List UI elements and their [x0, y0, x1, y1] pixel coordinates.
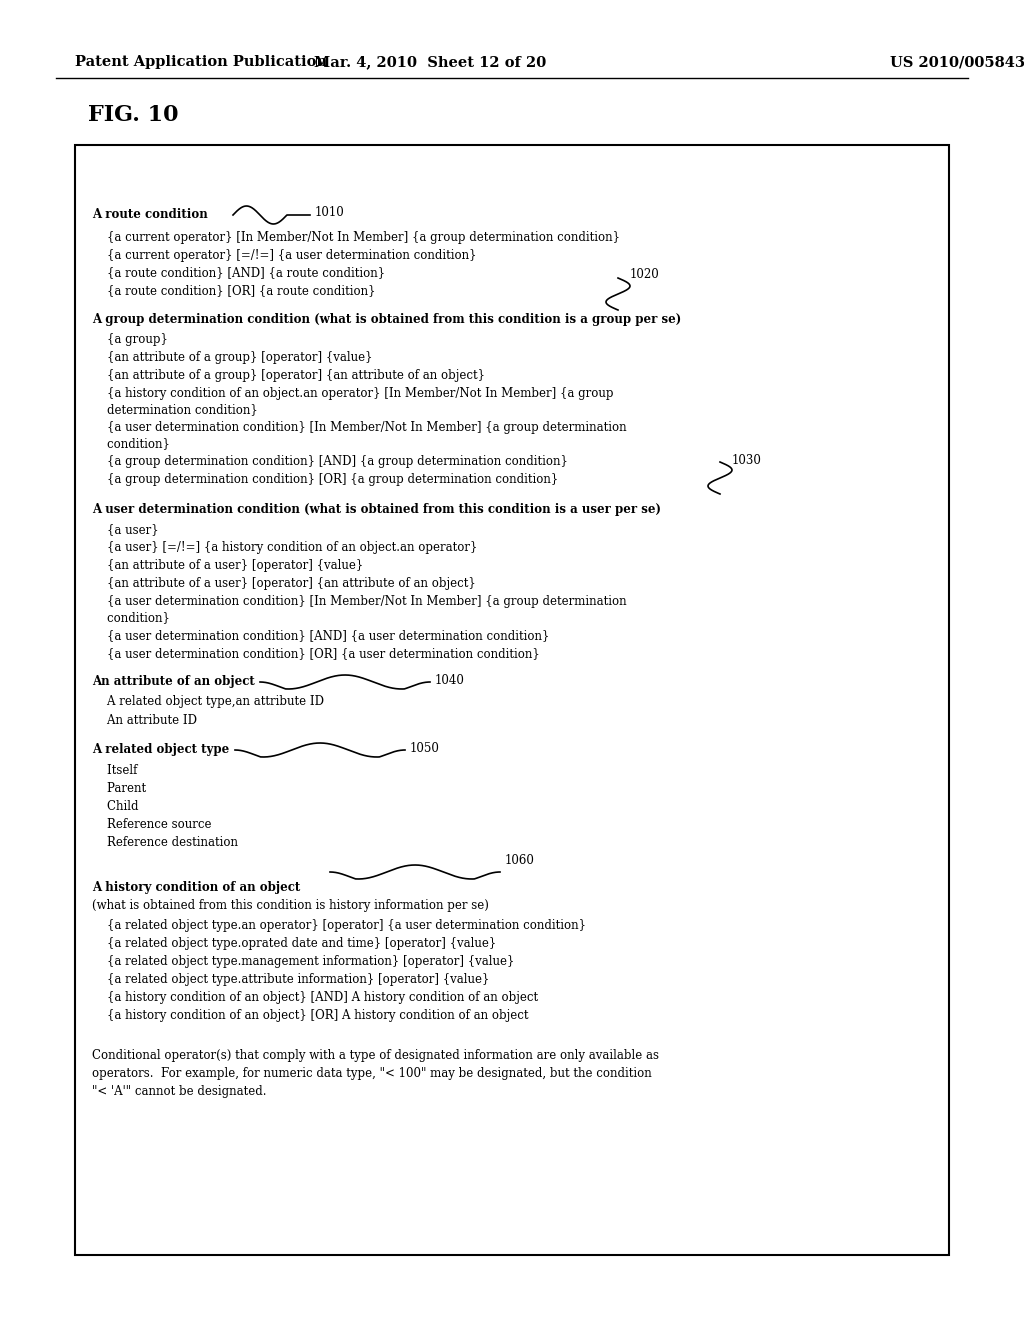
Text: 1040: 1040 [435, 673, 465, 686]
Text: Itself: Itself [92, 763, 137, 776]
Text: {a group}: {a group} [92, 334, 168, 346]
Text: "< 'A'" cannot be designated.: "< 'A'" cannot be designated. [92, 1085, 266, 1097]
Text: {a user determination condition} [In Member/Not In Member] {a group determinatio: {a user determination condition} [In Mem… [92, 595, 627, 609]
Text: (what is obtained from this condition is history information per se): (what is obtained from this condition is… [92, 899, 488, 912]
Text: condition}: condition} [92, 611, 170, 624]
Text: A user determination condition (what is obtained from this condition is a user p: A user determination condition (what is … [92, 503, 662, 516]
Text: An attribute of an object: An attribute of an object [92, 676, 255, 689]
Text: {a related object type.an operator} [operator] {a user determination condition}: {a related object type.an operator} [ope… [92, 919, 586, 932]
Text: {an attribute of a user} [operator] {an attribute of an object}: {an attribute of a user} [operator] {an … [92, 578, 476, 590]
Text: 1030: 1030 [732, 454, 762, 466]
Text: operators.  For example, for numeric data type, "< 100" may be designated, but t: operators. For example, for numeric data… [92, 1067, 651, 1080]
Text: Conditional operator(s) that comply with a type of designated information are on: Conditional operator(s) that comply with… [92, 1048, 659, 1061]
Text: determination condition}: determination condition} [92, 404, 258, 417]
Text: {a history condition of an object} [AND] A history condition of an object: {a history condition of an object} [AND]… [92, 990, 539, 1003]
Text: 1060: 1060 [505, 854, 535, 866]
Text: {a user} [=/!=] {a history condition of an object.an operator}: {a user} [=/!=] {a history condition of … [92, 541, 477, 554]
Text: A route condition: A route condition [92, 209, 208, 222]
Text: Child: Child [92, 800, 138, 813]
Text: An attribute ID: An attribute ID [92, 714, 197, 726]
Text: Reference source: Reference source [92, 817, 212, 830]
Text: {a history condition of an object.an operator} [In Member/Not In Member] {a grou: {a history condition of an object.an ope… [92, 388, 613, 400]
Text: {a route condition} [AND] {a route condition}: {a route condition} [AND] {a route condi… [92, 267, 385, 280]
Text: 1050: 1050 [410, 742, 440, 755]
Text: 1010: 1010 [315, 206, 345, 219]
Text: A related object type: A related object type [92, 743, 229, 756]
Text: Patent Application Publication: Patent Application Publication [75, 55, 327, 69]
Text: {a related object type.management information} [operator] {value}: {a related object type.management inform… [92, 954, 514, 968]
Text: {a user}: {a user} [92, 524, 159, 536]
Text: {a current operator} [=/!=] {a user determination condition}: {a current operator} [=/!=] {a user dete… [92, 248, 476, 261]
Text: {a user determination condition} [AND] {a user determination condition}: {a user determination condition} [AND] {… [92, 630, 549, 643]
Bar [75, 145, 949, 1255]
Text: {a history condition of an object} [OR] A history condition of an object: {a history condition of an object} [OR] … [92, 1008, 528, 1022]
Text: Reference destination: Reference destination [92, 836, 238, 849]
Text: A group determination condition (what is obtained from this condition is a group: A group determination condition (what is… [92, 314, 681, 326]
Text: {a user determination condition} [In Member/Not In Member] {a group determinatio: {a user determination condition} [In Mem… [92, 421, 627, 434]
Text: 1020: 1020 [630, 268, 659, 281]
Text: {an attribute of a group} [operator] {value}: {an attribute of a group} [operator] {va… [92, 351, 373, 364]
Text: {a user determination condition} [OR] {a user determination condition}: {a user determination condition} [OR] {a… [92, 648, 540, 660]
Text: {a related object type.oprated date and time} [operator] {value}: {a related object type.oprated date and … [92, 936, 497, 949]
Text: A history condition of an object: A history condition of an object [92, 880, 300, 894]
Text: A related object type,an attribute ID: A related object type,an attribute ID [92, 696, 324, 709]
Text: Mar. 4, 2010  Sheet 12 of 20: Mar. 4, 2010 Sheet 12 of 20 [314, 55, 546, 69]
Text: {a group determination condition} [OR] {a group determination condition}: {a group determination condition} [OR] {… [92, 474, 558, 487]
Text: {an attribute of a user} [operator] {value}: {an attribute of a user} [operator] {val… [92, 560, 364, 573]
Text: {a related object type.attribute information} [operator] {value}: {a related object type.attribute informa… [92, 973, 489, 986]
Text: {a current operator} [In Member/Not In Member] {a group determination condition}: {a current operator} [In Member/Not In M… [92, 231, 620, 243]
Text: {an attribute of a group} [operator] {an attribute of an object}: {an attribute of a group} [operator] {an… [92, 370, 485, 383]
Text: FIG. 10: FIG. 10 [88, 104, 178, 125]
Text: {a route condition} [OR] {a route condition}: {a route condition} [OR] {a route condit… [92, 285, 376, 297]
Text: condition}: condition} [92, 437, 170, 450]
Text: US 2010/0058439 A1: US 2010/0058439 A1 [890, 55, 1024, 69]
Text: Parent: Parent [92, 781, 146, 795]
Text: {a group determination condition} [AND] {a group determination condition}: {a group determination condition} [AND] … [92, 455, 568, 469]
